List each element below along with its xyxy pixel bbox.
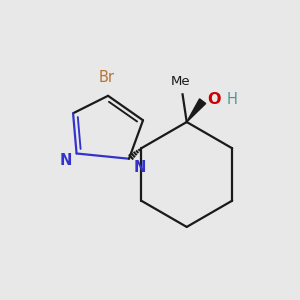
Text: O: O	[207, 92, 220, 107]
Text: N: N	[134, 160, 146, 175]
Text: Br: Br	[98, 70, 114, 85]
Polygon shape	[187, 99, 206, 122]
Text: N: N	[60, 153, 72, 168]
Text: H: H	[226, 92, 237, 107]
Text: Me: Me	[171, 75, 190, 88]
